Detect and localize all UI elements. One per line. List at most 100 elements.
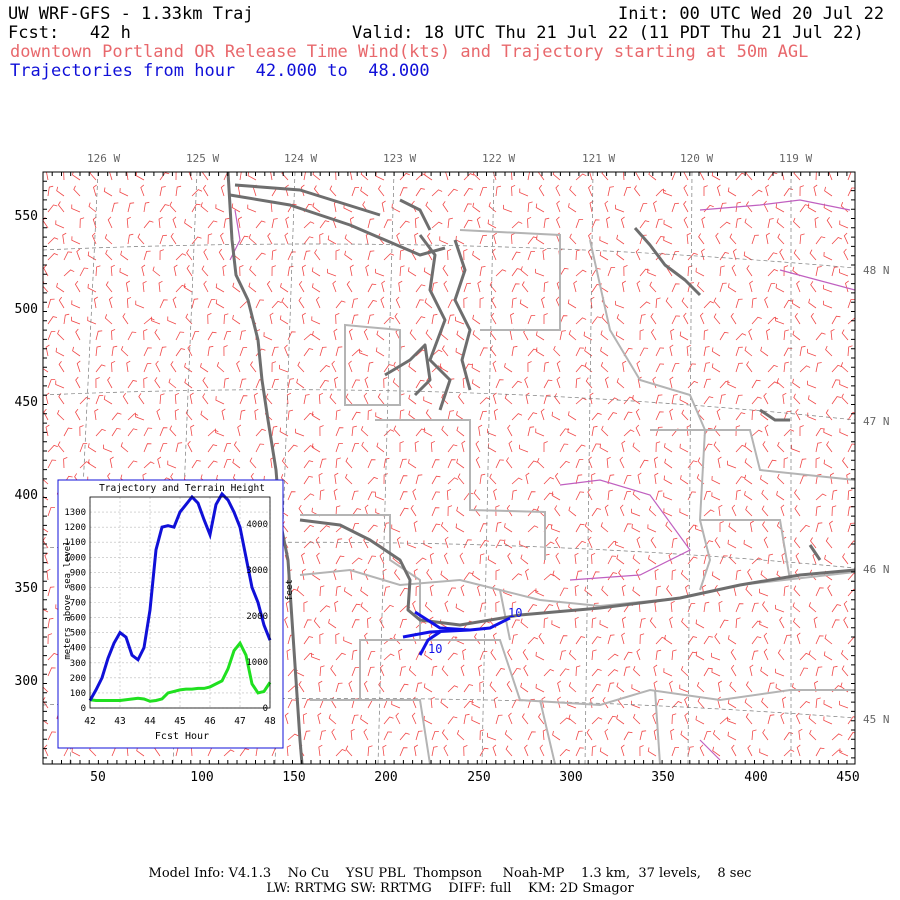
wind-barb: [441, 425, 449, 437]
y-tick-label: 350: [15, 581, 38, 596]
wind-barb: [569, 649, 577, 661]
wind-barb: [399, 458, 407, 469]
wind-barb: [687, 746, 694, 757]
inset-right-tick: 4000: [246, 520, 268, 530]
wind-barb: [415, 585, 421, 597]
wind-barb: [792, 330, 801, 341]
wind-barb: [537, 457, 545, 469]
wind-barb: [279, 364, 289, 373]
wind-barb: [623, 475, 632, 485]
wind-barb: [398, 648, 403, 661]
wind-barb: [695, 524, 705, 533]
wind-barb: [815, 427, 825, 437]
wind-barb: [747, 744, 753, 757]
wind-barb: [665, 297, 673, 309]
wind-barb: [555, 552, 561, 565]
wind-barb: [607, 715, 617, 725]
wind-barb: [683, 312, 689, 325]
wind-barb: [156, 408, 161, 421]
wind-barb: [639, 314, 646, 325]
wind-barb: [507, 424, 513, 437]
wind-barb: [703, 731, 712, 741]
frame-ticks: [42, 171, 855, 764]
wind-barb: [586, 728, 593, 741]
wind-barb: [696, 682, 705, 693]
meridian: [584, 172, 594, 764]
wind-barb: [47, 379, 56, 389]
wind-barb: [55, 347, 65, 357]
wind-barb: [411, 200, 417, 213]
wind-barb: [807, 395, 817, 405]
wind-barb: [334, 376, 339, 389]
wind-barb: [119, 267, 129, 277]
wind-barb: [745, 713, 753, 725]
wind-barb: [621, 584, 626, 597]
wind-barb: [319, 585, 325, 597]
wind-barb: [463, 572, 474, 581]
wind-barb: [487, 732, 497, 741]
wind-barb: [783, 732, 794, 741]
wind-barb: [744, 698, 753, 709]
wind-barb: [351, 490, 359, 501]
wind-barb: [63, 269, 75, 277]
wind-barb: [46, 568, 51, 581]
wind-barb: [393, 633, 401, 645]
state-borders: [299, 229, 855, 764]
wind-barb: [815, 493, 827, 501]
inset-right-tick: 3000: [246, 566, 268, 576]
wind-barb: [359, 348, 369, 357]
wind-barb: [312, 331, 321, 341]
wind-barb: [455, 347, 465, 357]
wind-barb: [824, 634, 833, 645]
wind-barb: [653, 456, 659, 469]
wind-barb: [367, 651, 376, 661]
wind-barb: [727, 716, 737, 725]
wind-barb: [607, 474, 615, 485]
wind-barb: [415, 316, 426, 325]
wind-barb: [140, 184, 145, 197]
wind-barb: [159, 204, 170, 213]
wind-barb: [505, 745, 513, 757]
wind-barb: [303, 445, 315, 453]
wind-barb: [476, 216, 481, 229]
wind-barb: [382, 744, 387, 757]
wind-barb: [671, 394, 678, 405]
wind-barb: [95, 330, 103, 341]
wind-barb: [695, 651, 705, 661]
wind-barb: [221, 408, 226, 421]
wind-barb: [479, 410, 487, 421]
wind-barb: [43, 368, 49, 373]
wind-barb: [716, 184, 721, 197]
wind-barb: [444, 536, 449, 549]
wind-barb: [799, 345, 806, 357]
wind-barb: [735, 172, 746, 181]
wind-barb: [120, 250, 129, 261]
wind-barb: [75, 328, 81, 341]
wind-barb: [474, 633, 481, 645]
wind-barb: [591, 425, 598, 437]
wind-barb: [701, 248, 705, 261]
wind-barb: [495, 714, 503, 725]
wind-barb: [184, 218, 193, 229]
wind-barb: [810, 537, 817, 549]
wind-barb: [207, 429, 219, 437]
wind-barb: [232, 458, 241, 469]
wind-barb: [223, 459, 232, 469]
wind-barb: [847, 716, 855, 725]
wind-barb: [143, 443, 152, 453]
wind-barb: [575, 364, 586, 373]
wind-barb: [569, 233, 577, 245]
wind-barb: [792, 378, 801, 389]
wind-barb: [623, 265, 628, 277]
wind-barb: [441, 665, 449, 677]
wind-barb: [607, 669, 619, 677]
inset-x-tick: 46: [204, 716, 216, 727]
wind-barb: [311, 411, 321, 421]
wind-barb: [47, 316, 58, 325]
wind-barb: [535, 588, 545, 597]
wind-barb: [727, 380, 737, 389]
wind-barb: [207, 331, 217, 341]
wind-barb: [846, 472, 851, 485]
wind-barb: [653, 728, 658, 741]
